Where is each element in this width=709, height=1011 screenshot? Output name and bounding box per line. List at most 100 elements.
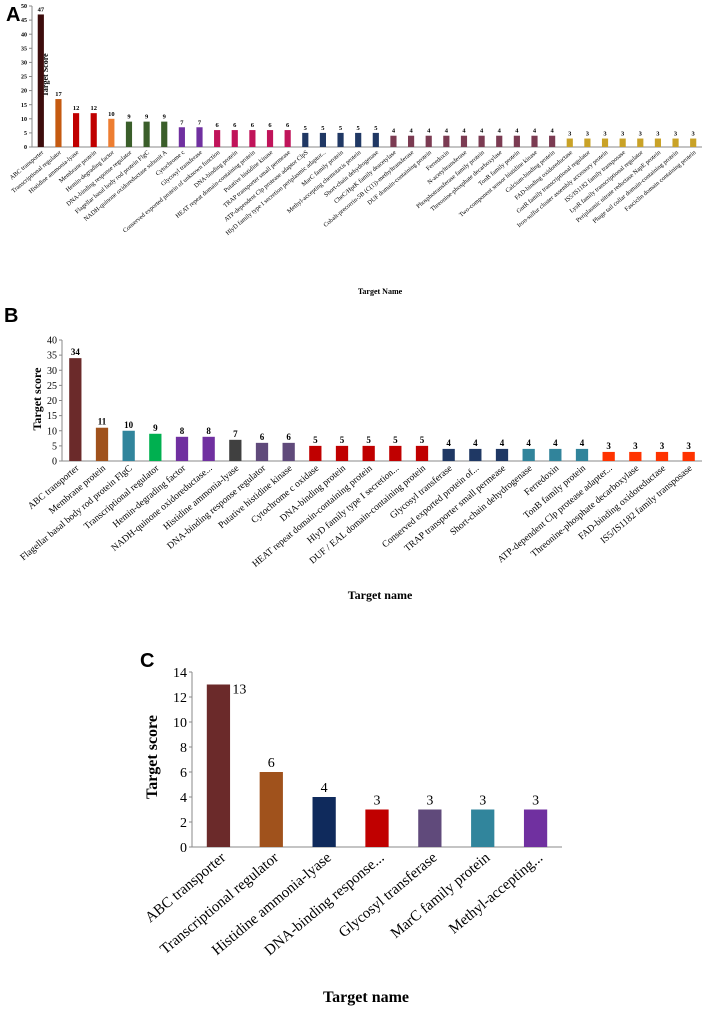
y-tick-label: 40 — [47, 336, 57, 347]
data-label: 3 — [692, 131, 696, 138]
bar — [178, 127, 185, 147]
data-label: 12 — [73, 105, 80, 112]
bar — [284, 130, 291, 147]
data-label: 6 — [268, 756, 275, 771]
bar — [415, 445, 429, 461]
bar — [575, 448, 589, 461]
data-label: 3 — [621, 131, 625, 138]
data-label: 9 — [145, 114, 149, 121]
bar — [407, 135, 415, 147]
bar — [362, 445, 375, 461]
bar — [531, 135, 538, 147]
y-tick-label: 15 — [21, 103, 27, 109]
bar — [389, 445, 402, 461]
bar — [202, 436, 215, 461]
data-label: 3 — [568, 131, 572, 138]
chart-panel-c: C Target score 0 2 4 6 8 10 12 14 13 ABC transpor… — [0, 640, 709, 1011]
panel-a-x-axis-label: Target Name — [357, 287, 403, 296]
data-label: 3 — [426, 794, 433, 809]
bar — [319, 132, 327, 147]
bar — [231, 130, 238, 147]
category-label: Glycosyl transferase — [336, 850, 441, 941]
data-label: 4 — [445, 128, 449, 135]
bar — [266, 130, 274, 147]
data-label: 3 — [639, 131, 643, 138]
bar — [37, 14, 44, 147]
data-label: 4 — [473, 438, 478, 448]
data-label: 13 — [232, 683, 246, 698]
data-label: 4 — [462, 128, 466, 135]
bar — [72, 113, 80, 147]
panel-c-label: C — [140, 650, 155, 672]
panel-c-x-axis-label: Target name — [322, 989, 410, 1006]
bar — [682, 451, 695, 461]
bar — [309, 445, 322, 461]
bar — [495, 448, 509, 461]
data-label: 5 — [313, 435, 318, 445]
data-label: 7 — [180, 119, 184, 126]
data-label: 5 — [374, 125, 378, 132]
y-tick-label: 50 — [21, 4, 27, 10]
bar — [602, 451, 615, 461]
data-label: 6 — [286, 432, 291, 442]
bar — [255, 442, 269, 461]
y-tick-label: 0 — [24, 145, 27, 151]
bar — [143, 121, 150, 147]
y-tick-label: 10 — [173, 716, 187, 731]
bar — [335, 445, 349, 461]
data-label: 11 — [98, 417, 107, 427]
bar — [302, 132, 309, 147]
data-label: 3 — [479, 794, 486, 809]
chart-panel-b: B Target score 0 5 10 15 20 25 30 35 40 34 ABC tra… — [0, 305, 709, 610]
data-label: 4 — [446, 438, 451, 448]
bar — [337, 132, 344, 147]
y-tick-label: 2 — [180, 816, 187, 831]
bar — [249, 130, 256, 147]
y-tick-label: 14 — [173, 666, 187, 681]
data-label: 4 — [480, 128, 484, 135]
bar — [161, 121, 168, 147]
bar — [629, 451, 642, 461]
bar — [122, 430, 135, 461]
data-label: 5 — [339, 125, 343, 132]
data-label: 34 — [71, 347, 81, 357]
data-label: 4 — [321, 781, 328, 796]
y-tick-label: 12 — [173, 691, 187, 706]
bar — [654, 138, 662, 147]
bar — [282, 442, 295, 461]
bar — [690, 138, 697, 147]
y-tick-label: 5 — [52, 441, 57, 452]
data-label: 8 — [206, 426, 211, 436]
data-label: 4 — [500, 438, 505, 448]
y-tick-label: 45 — [21, 18, 27, 24]
bar — [259, 772, 283, 847]
y-tick-label: 30 — [47, 366, 57, 377]
bar — [95, 427, 109, 461]
data-label: 4 — [498, 128, 502, 135]
data-label: 9 — [127, 114, 131, 121]
bar — [496, 135, 503, 147]
data-label: 3 — [660, 441, 665, 451]
bar — [69, 358, 82, 461]
bar — [214, 130, 221, 147]
data-label: 6 — [286, 122, 290, 129]
y-tick-label: 0 — [52, 457, 57, 468]
bar — [471, 809, 495, 847]
data-label: 4 — [515, 128, 519, 135]
data-label: 3 — [686, 441, 691, 451]
bar — [229, 439, 242, 461]
bar — [418, 809, 442, 847]
data-label: 4 — [533, 128, 537, 135]
data-label: 10 — [108, 111, 115, 118]
y-tick-label: 30 — [21, 61, 27, 67]
bar — [365, 809, 389, 847]
bar — [522, 448, 535, 461]
data-label: 5 — [357, 125, 361, 132]
data-label: 17 — [55, 91, 62, 98]
y-tick-label: 20 — [47, 396, 57, 407]
data-label: 10 — [124, 420, 134, 430]
data-label: 5 — [420, 435, 425, 445]
